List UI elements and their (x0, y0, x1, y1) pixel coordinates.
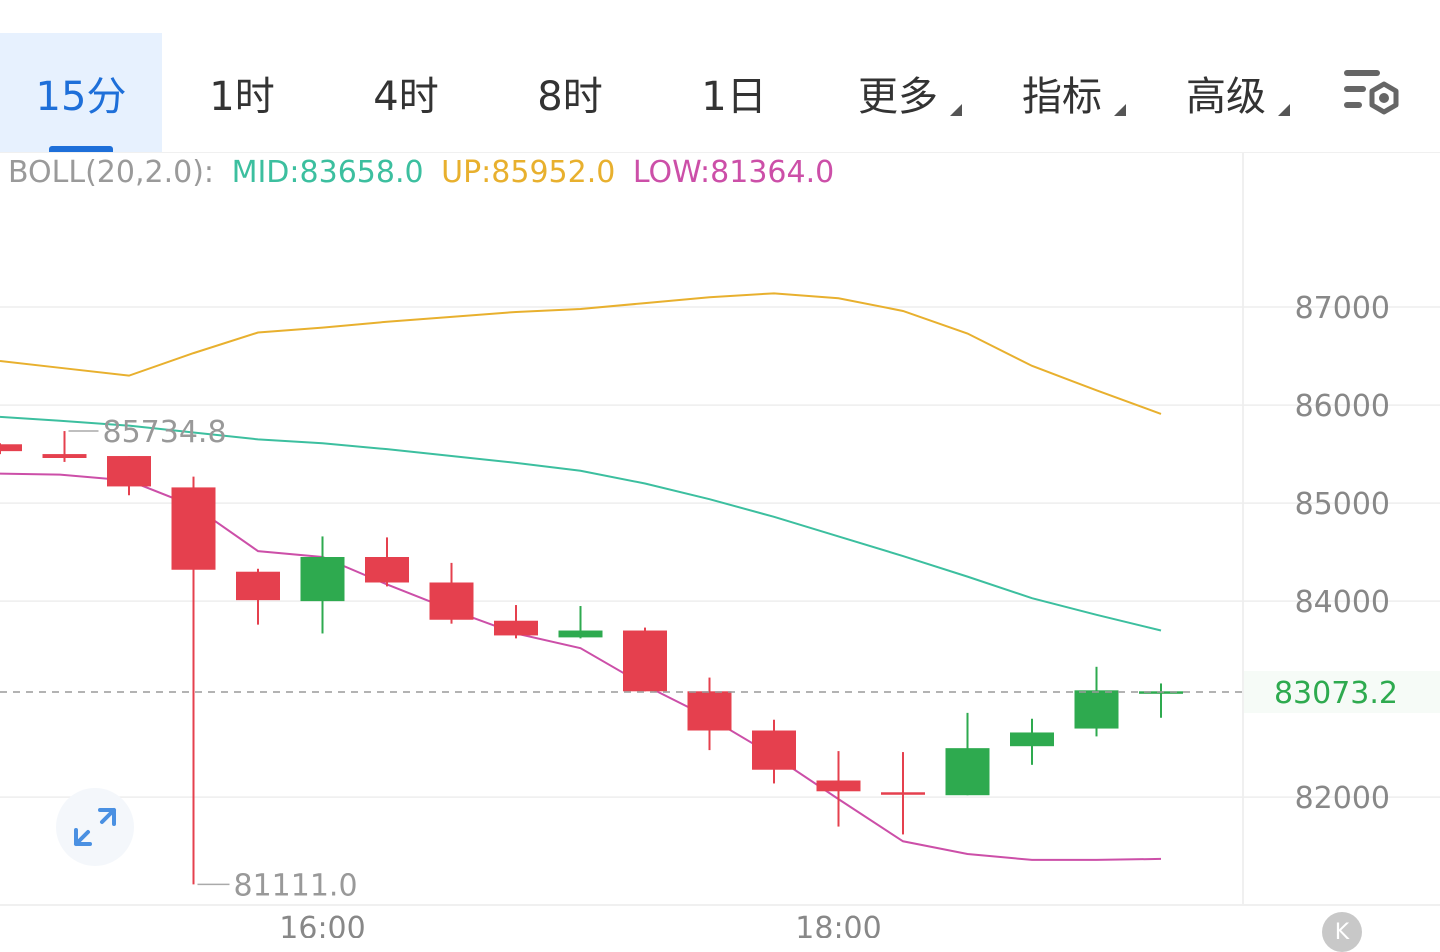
y-tick-label: 84000 (1295, 585, 1390, 620)
candle-body (1074, 690, 1119, 729)
boll-indicator-name: BOLL(20,2.0): (8, 155, 215, 190)
candle-body (752, 730, 796, 770)
candle[interactable] (1010, 718, 1054, 765)
candle-body (881, 792, 925, 795)
candle[interactable] (881, 752, 925, 835)
candle[interactable] (1074, 666, 1119, 737)
candle-body (816, 780, 861, 792)
expand-arrows-icon[interactable] (56, 788, 134, 866)
candle[interactable] (0, 443, 22, 455)
boll-legend: BOLL(20,2.0): MID:83658.0 UP:85952.0 LOW… (8, 154, 842, 192)
candle-body (494, 620, 538, 636)
tab-label: 指标 (1022, 73, 1102, 120)
active-tab-indicator (49, 146, 113, 152)
boll-low-value: LOW:81364.0 (632, 155, 835, 190)
candle-body (107, 456, 151, 487)
candle[interactable] (365, 537, 409, 587)
tab-advanced[interactable]: 高级 (1160, 33, 1292, 152)
last-price-label: 83073.2 (1274, 676, 1398, 711)
candle-body (558, 630, 603, 638)
candle[interactable] (107, 456, 151, 496)
tab-label: 1时 (209, 73, 275, 120)
boll-up-value: UP:85952.0 (441, 155, 616, 190)
tab-label: 8时 (537, 73, 603, 120)
candle[interactable] (752, 719, 796, 784)
last-price-label-bg (1244, 670, 1440, 713)
tab-indicators[interactable]: 指标 (996, 33, 1128, 152)
candle[interactable] (945, 712, 990, 796)
tab-label: 4时 (373, 73, 439, 120)
boll-mid-line (0, 415, 1162, 632)
dropdown-triangle-icon (950, 104, 962, 116)
y-tick-label: 85000 (1295, 487, 1390, 522)
candle-body (171, 487, 216, 570)
candle-body (1010, 732, 1054, 747)
tab-label: 1日 (701, 73, 767, 120)
tab-label: 更多 (858, 73, 938, 120)
tab-more[interactable]: 更多 (832, 33, 964, 152)
candle-body (945, 748, 990, 796)
tab-label: 高级 (1186, 73, 1266, 120)
candle-body (236, 571, 280, 601)
tab-1h[interactable]: 1时 (176, 33, 308, 152)
boll-up-line (0, 292, 1162, 415)
candle-body (623, 630, 667, 692)
tab-4h[interactable]: 4时 (340, 33, 472, 152)
candle-body (365, 557, 409, 583)
chart-settings-icon[interactable] (1338, 60, 1408, 130)
candle[interactable] (42, 431, 87, 462)
y-tick-label: 87000 (1295, 291, 1390, 326)
candle[interactable] (171, 476, 216, 885)
candle[interactable] (623, 627, 667, 692)
interval-tab-bar: 15分 1时 4时 8时 1日 更多 指标 高级 (0, 0, 1440, 152)
candle[interactable] (687, 677, 732, 751)
y-tick-label: 86000 (1295, 389, 1390, 424)
tab-15min[interactable]: 15分 (0, 33, 162, 152)
dropdown-triangle-icon (1114, 104, 1126, 116)
tab-8h[interactable]: 8时 (504, 33, 636, 152)
tab-1d[interactable]: 1日 (668, 33, 800, 152)
candle[interactable] (816, 751, 861, 827)
x-tick-label: 16:00 (279, 911, 365, 938)
candle-body (687, 691, 732, 731)
candle[interactable] (558, 606, 603, 639)
min-price-label: 81111.0 (234, 868, 358, 903)
dropdown-triangle-icon (1278, 104, 1290, 116)
candle[interactable] (236, 568, 280, 625)
candle-body (0, 444, 22, 452)
candle[interactable] (1139, 683, 1183, 718)
candle[interactable] (494, 605, 538, 639)
candle-body (42, 454, 87, 458)
max-price-label: 85734.8 (103, 415, 227, 450)
y-tick-label: 82000 (1295, 781, 1390, 816)
candle-body (429, 582, 474, 620)
candle[interactable] (429, 562, 474, 624)
x-tick-label: 18:00 (795, 911, 881, 938)
tab-bar-divider (0, 152, 1440, 153)
candle[interactable] (300, 536, 345, 634)
candle-body (300, 557, 345, 602)
boll-mid-value: MID:83658.0 (231, 155, 424, 190)
k-badge[interactable]: K (1322, 912, 1362, 952)
tab-label: 15分 (35, 73, 127, 120)
